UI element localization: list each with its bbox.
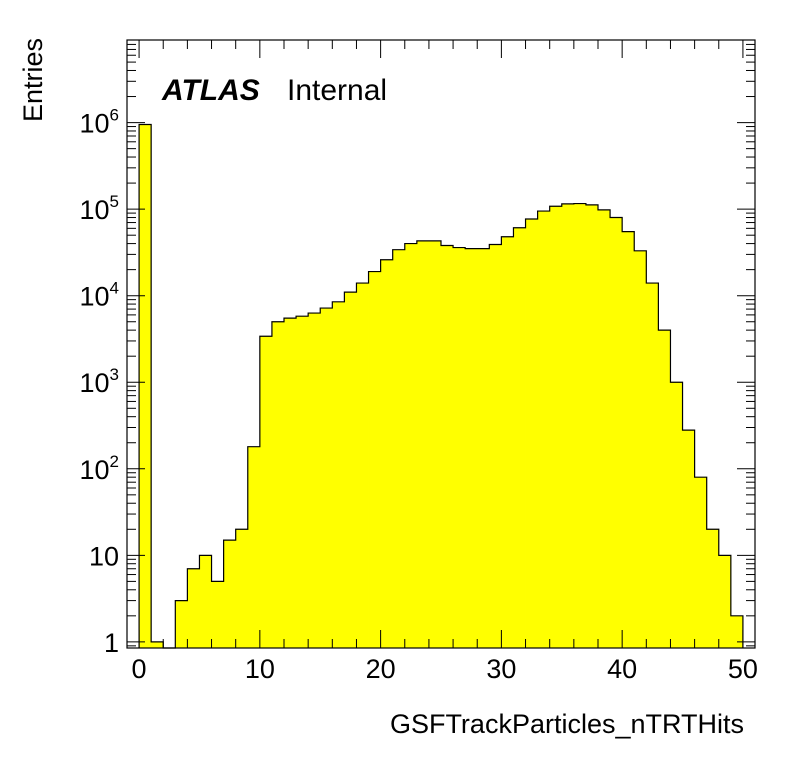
histogram-bin: [694, 477, 708, 648]
y-tick-label: 1: [104, 628, 119, 658]
histogram-bin: [259, 336, 273, 648]
histogram-bin: [428, 240, 442, 648]
histogram-bin: [380, 259, 394, 648]
y-tick-label: 106: [79, 106, 119, 139]
histogram-bin: [151, 641, 164, 648]
atlas-label: ATLAS: [161, 74, 260, 107]
y-tick-label: 10: [89, 541, 119, 571]
y-axis-title: Entries: [18, 38, 48, 122]
histogram-bin: [296, 316, 309, 648]
histogram-bin: [139, 124, 152, 648]
histogram-bin: [308, 313, 321, 648]
y-tick-label: 104: [79, 279, 119, 312]
x-tick-label: 30: [486, 654, 516, 684]
histogram-bin: [284, 318, 297, 648]
histogram-bars: [138, 123, 744, 649]
histogram-bin: [670, 382, 683, 648]
histogram-bin: [585, 204, 599, 648]
y-tick-label: 103: [79, 365, 119, 398]
x-tick-label: 10: [245, 654, 275, 684]
histogram-bin: [223, 540, 237, 648]
histogram-bin: [610, 217, 623, 648]
histogram-bin: [175, 600, 188, 648]
histogram-bin: [513, 227, 526, 649]
histogram-bin: [598, 209, 611, 649]
histogram-bin: [187, 568, 200, 648]
histogram-bin: [271, 321, 285, 648]
histogram-bin: [368, 271, 382, 648]
histogram-bin: [356, 283, 369, 648]
x-tick-label: 40: [607, 654, 637, 684]
histogram-bin: [718, 555, 732, 648]
histogram-bin: [573, 203, 587, 648]
histogram-bin: [235, 529, 249, 648]
histogram-bin: [416, 240, 430, 648]
histogram-bin: [634, 250, 647, 648]
histogram-bin: [211, 581, 225, 648]
histogram-bin: [658, 330, 671, 648]
histogram-bin: [489, 244, 502, 648]
tick-labels: 0 10 20 30 40 50 1 10 102 103 104 105 106: [79, 106, 757, 684]
x-tick-label: 20: [366, 654, 396, 684]
x-tick-label: 50: [728, 654, 758, 684]
histogram-bin: [501, 236, 514, 648]
histogram-bin: [622, 231, 635, 649]
histogram-bin: [549, 206, 563, 648]
histogram-bin: [404, 243, 418, 648]
histogram-bin: [730, 615, 744, 648]
histogram-bin: [332, 301, 345, 648]
histogram-bin: [706, 529, 720, 648]
y-tick-label: 105: [79, 192, 119, 225]
histogram-bin: [199, 555, 212, 648]
y-tick-label: 102: [79, 452, 119, 485]
x-axis-title: GSFTrackParticles_nTRTHits: [390, 709, 744, 739]
histogram-bin: [682, 430, 696, 648]
histogram-bin: [344, 292, 357, 648]
histogram-outline: [138, 123, 744, 649]
axis-ticks: [127, 39, 755, 648]
histogram-bin: [646, 283, 659, 648]
histogram-bin: [320, 308, 333, 648]
x-tick-label: 0: [132, 654, 147, 684]
histogram-bin: [441, 245, 454, 648]
histogram-bin: [247, 446, 261, 648]
histogram-bin: [477, 248, 490, 648]
histogram-bin: [561, 203, 575, 648]
histogram-bin: [525, 218, 539, 649]
histogram-bin: [537, 211, 551, 648]
plot-frame: [126, 39, 756, 649]
internal-label: Internal: [287, 74, 387, 107]
histogram-bin: [392, 249, 406, 648]
histogram-bin: [453, 247, 466, 648]
histogram-bin: [465, 248, 478, 648]
